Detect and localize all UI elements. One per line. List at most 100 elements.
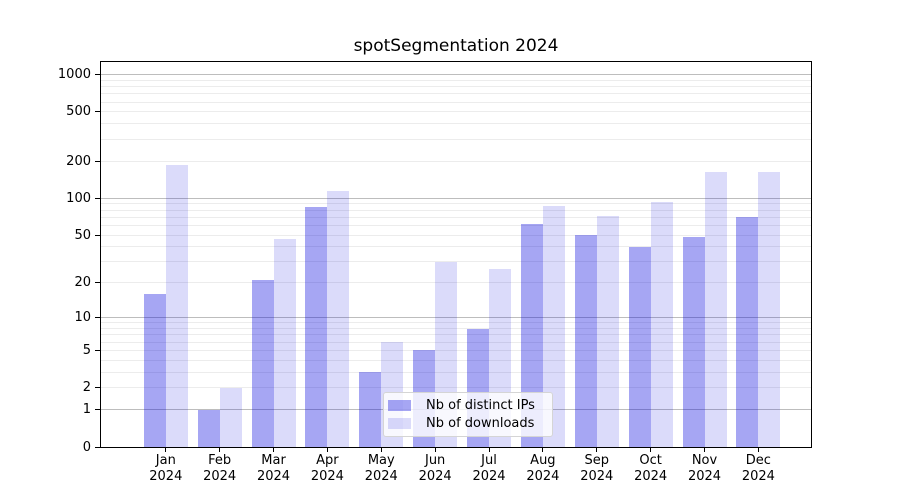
bar-distinct-ips: [520, 223, 543, 447]
x-tick-month: Dec: [745, 453, 771, 468]
major-gridline: [101, 74, 811, 76]
minor-gridline: [101, 216, 811, 218]
major-gridline: [101, 317, 811, 319]
legend: Nb of distinct IPs Nb of downloads: [383, 392, 553, 437]
minor-gridline: [101, 86, 811, 88]
x-tick-year: 2024: [256, 469, 291, 484]
y-tick-label: 0: [82, 439, 91, 455]
bar-downloads: [273, 239, 296, 447]
bar-distinct-ips: [574, 235, 597, 447]
x-tick-year: 2024: [203, 469, 237, 484]
x-tick-year: 2024: [310, 469, 344, 484]
x-tick-label: Jun 2024: [405, 453, 465, 485]
y-tick-label: 1000: [57, 67, 91, 83]
x-tick-year: 2024: [580, 469, 614, 484]
minor-gridline: [101, 203, 811, 205]
y-tick-mark: [95, 282, 100, 284]
x-tick-year: 2024: [418, 469, 452, 484]
x-tick-label: Mar 2024: [244, 453, 304, 485]
minor-gridline: [101, 79, 811, 81]
y-tick-mark: [95, 160, 100, 162]
x-tick-mark: [650, 448, 652, 452]
x-tick-label: Aug 2024: [513, 453, 573, 485]
x-tick-label: Sep 2024: [567, 453, 627, 485]
x-tick-month: Mar: [261, 453, 286, 468]
y-tick-label: 5: [82, 342, 91, 358]
y-tick-label: 2: [82, 380, 91, 396]
x-tick-mark: [165, 448, 167, 452]
minor-gridline: [101, 334, 811, 336]
bar-distinct-ips: [682, 237, 705, 447]
bar-distinct-ips: [359, 372, 382, 447]
minor-gridline: [101, 93, 811, 95]
chart-title: spotSegmentation 2024: [353, 36, 559, 56]
minor-gridline: [101, 101, 811, 103]
x-tick-mark: [380, 448, 382, 452]
y-tick-mark: [95, 74, 100, 76]
plot-area: [100, 61, 812, 448]
x-tick-month: May: [367, 453, 395, 468]
minor-gridline: [101, 282, 811, 284]
x-tick-month: Sep: [584, 453, 609, 468]
minor-gridline: [101, 160, 811, 162]
y-tick-mark: [95, 387, 100, 389]
minor-gridline: [101, 234, 811, 236]
legend-label-distinct-ips: Nb of distinct IPs: [426, 397, 535, 413]
x-tick-mark: [273, 448, 275, 452]
x-tick-year: 2024: [364, 469, 398, 484]
x-tick-year: 2024: [741, 469, 775, 484]
minor-gridline: [101, 349, 811, 351]
x-tick-label: Jul 2024: [459, 453, 519, 485]
y-tick-label: 1: [82, 402, 91, 418]
y-tick-label: 500: [66, 104, 91, 120]
minor-gridline: [101, 138, 811, 140]
legend-swatch-distinct-ips: [388, 399, 411, 411]
x-tick-year: 2024: [634, 469, 668, 484]
y-tick-label: 200: [66, 153, 91, 169]
x-tick-month: Jun: [424, 453, 446, 468]
minor-gridline: [101, 123, 811, 125]
bar-downloads: [327, 191, 350, 447]
x-tick-label: Jan 2024: [136, 453, 196, 485]
x-tick-month: Jan: [155, 453, 176, 468]
minor-gridline: [101, 387, 811, 389]
x-tick-label: May 2024: [351, 453, 411, 485]
bar-downloads: [542, 205, 565, 447]
bar-downloads: [596, 215, 619, 447]
x-tick-month: Aug: [530, 453, 556, 468]
minor-gridline: [101, 111, 811, 113]
x-tick-mark: [434, 448, 436, 452]
x-tick-month: Apr: [316, 453, 339, 468]
x-tick-label: Apr 2024: [297, 453, 357, 485]
x-tick-mark: [757, 448, 759, 452]
y-tick-mark: [95, 111, 100, 113]
minor-gridline: [101, 359, 811, 361]
y-tick-mark: [95, 234, 100, 236]
y-tick-mark: [95, 349, 100, 351]
bar-distinct-ips: [628, 246, 651, 447]
x-tick-year: 2024: [472, 469, 506, 484]
legend-swatch-downloads: [388, 418, 411, 430]
bar-distinct-ips: [736, 216, 759, 447]
x-tick-year: 2024: [149, 469, 183, 484]
minor-gridline: [101, 322, 811, 324]
minor-gridline: [101, 261, 811, 263]
x-tick-month: Oct: [639, 453, 662, 468]
x-tick-mark: [219, 448, 221, 452]
minor-gridline: [101, 371, 811, 373]
x-tick-month: Feb: [208, 453, 232, 468]
y-tick-label: 100: [66, 190, 91, 206]
x-tick-year: 2024: [526, 469, 560, 484]
bar-distinct-ips: [305, 206, 328, 447]
x-tick-mark: [326, 448, 328, 452]
minor-gridline: [101, 246, 811, 248]
bar-downloads: [758, 171, 781, 447]
x-tick-year: 2024: [687, 469, 722, 484]
bar-downloads: [704, 171, 727, 447]
x-tick-month: Nov: [691, 453, 718, 468]
y-tick-mark: [95, 446, 100, 448]
y-tick-label: 20: [74, 275, 91, 291]
y-tick-mark: [95, 409, 100, 411]
x-tick-label: Dec 2024: [728, 453, 788, 485]
